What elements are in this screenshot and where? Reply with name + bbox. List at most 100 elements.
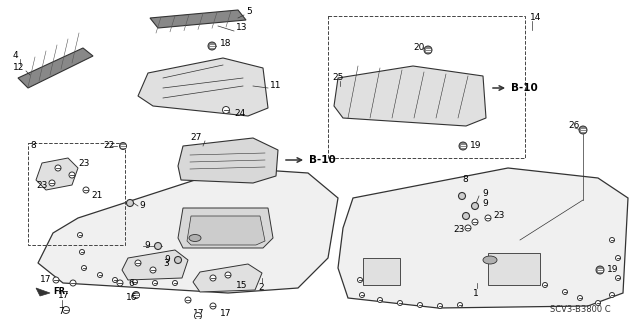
Text: 9: 9: [144, 241, 150, 250]
Text: 3: 3: [163, 258, 169, 268]
Polygon shape: [187, 216, 265, 245]
Text: 17: 17: [40, 276, 51, 285]
Text: 17: 17: [193, 308, 205, 317]
Polygon shape: [138, 58, 268, 116]
Text: 23: 23: [78, 159, 90, 167]
Text: 9: 9: [139, 202, 145, 211]
Polygon shape: [18, 48, 93, 88]
Text: 7: 7: [58, 308, 64, 316]
Circle shape: [563, 290, 568, 294]
Text: 17: 17: [58, 292, 70, 300]
Polygon shape: [193, 264, 262, 292]
Circle shape: [472, 203, 479, 210]
Polygon shape: [338, 168, 628, 308]
Text: 23: 23: [493, 211, 504, 220]
Text: 17: 17: [220, 308, 232, 317]
Polygon shape: [178, 208, 273, 248]
Text: 20: 20: [413, 43, 424, 53]
Text: FR.: FR.: [53, 287, 68, 296]
Circle shape: [417, 302, 422, 308]
Text: 8: 8: [462, 175, 468, 184]
Text: 6: 6: [128, 278, 134, 287]
Text: 5: 5: [246, 8, 252, 17]
Circle shape: [579, 126, 587, 134]
Circle shape: [210, 303, 216, 309]
Circle shape: [596, 266, 604, 274]
Text: 16: 16: [126, 293, 138, 302]
Circle shape: [120, 143, 127, 150]
Circle shape: [358, 278, 362, 283]
Circle shape: [360, 293, 365, 298]
Text: 19: 19: [470, 142, 481, 151]
Text: 9: 9: [164, 256, 170, 264]
Circle shape: [175, 256, 182, 263]
Circle shape: [472, 219, 478, 225]
Circle shape: [135, 260, 141, 266]
Text: 8: 8: [30, 142, 36, 151]
Polygon shape: [38, 168, 338, 293]
Circle shape: [154, 242, 161, 249]
Polygon shape: [122, 250, 188, 280]
Circle shape: [616, 256, 621, 261]
Circle shape: [459, 142, 467, 150]
Circle shape: [55, 165, 61, 171]
Circle shape: [53, 277, 59, 283]
Bar: [488, 253, 540, 285]
Circle shape: [458, 302, 463, 308]
Circle shape: [543, 283, 547, 287]
Circle shape: [577, 295, 582, 300]
Polygon shape: [150, 10, 246, 28]
Text: 23: 23: [453, 226, 465, 234]
Polygon shape: [334, 66, 486, 126]
Text: 14: 14: [530, 13, 541, 23]
Text: 2: 2: [258, 284, 264, 293]
Circle shape: [79, 249, 84, 255]
Bar: [328, 16, 525, 158]
Circle shape: [208, 42, 216, 50]
Circle shape: [595, 300, 600, 306]
Text: 19: 19: [607, 265, 618, 275]
Ellipse shape: [483, 256, 497, 264]
Text: 21: 21: [91, 191, 102, 201]
Text: 22: 22: [103, 142, 115, 151]
Text: SCV3-B3800 C: SCV3-B3800 C: [550, 306, 611, 315]
Circle shape: [195, 313, 202, 319]
Polygon shape: [36, 158, 78, 190]
Circle shape: [63, 307, 70, 314]
Circle shape: [609, 238, 614, 242]
Text: 24: 24: [234, 108, 245, 117]
Circle shape: [97, 272, 102, 278]
Circle shape: [127, 199, 134, 206]
Circle shape: [70, 280, 76, 286]
Polygon shape: [36, 288, 50, 296]
Circle shape: [397, 300, 403, 306]
Circle shape: [132, 279, 138, 285]
Circle shape: [225, 272, 231, 278]
Text: 25: 25: [332, 73, 344, 83]
Text: 1: 1: [473, 288, 479, 298]
Circle shape: [81, 265, 86, 271]
Circle shape: [465, 225, 471, 231]
Circle shape: [173, 280, 177, 286]
Circle shape: [117, 280, 123, 286]
Text: 18: 18: [220, 40, 232, 48]
Circle shape: [49, 180, 55, 186]
Text: 23: 23: [36, 182, 47, 190]
Bar: [363, 258, 400, 285]
Circle shape: [609, 293, 614, 298]
Circle shape: [223, 107, 230, 114]
Text: 26: 26: [568, 122, 579, 130]
Circle shape: [150, 267, 156, 273]
Text: 11: 11: [270, 81, 282, 91]
Ellipse shape: [189, 234, 201, 241]
Circle shape: [210, 275, 216, 281]
Circle shape: [616, 276, 621, 280]
Circle shape: [463, 212, 470, 219]
Text: 9: 9: [482, 189, 488, 198]
Circle shape: [77, 233, 83, 238]
Circle shape: [152, 280, 157, 286]
Circle shape: [69, 172, 75, 178]
Circle shape: [378, 298, 383, 302]
Circle shape: [83, 187, 89, 193]
Circle shape: [132, 292, 140, 299]
